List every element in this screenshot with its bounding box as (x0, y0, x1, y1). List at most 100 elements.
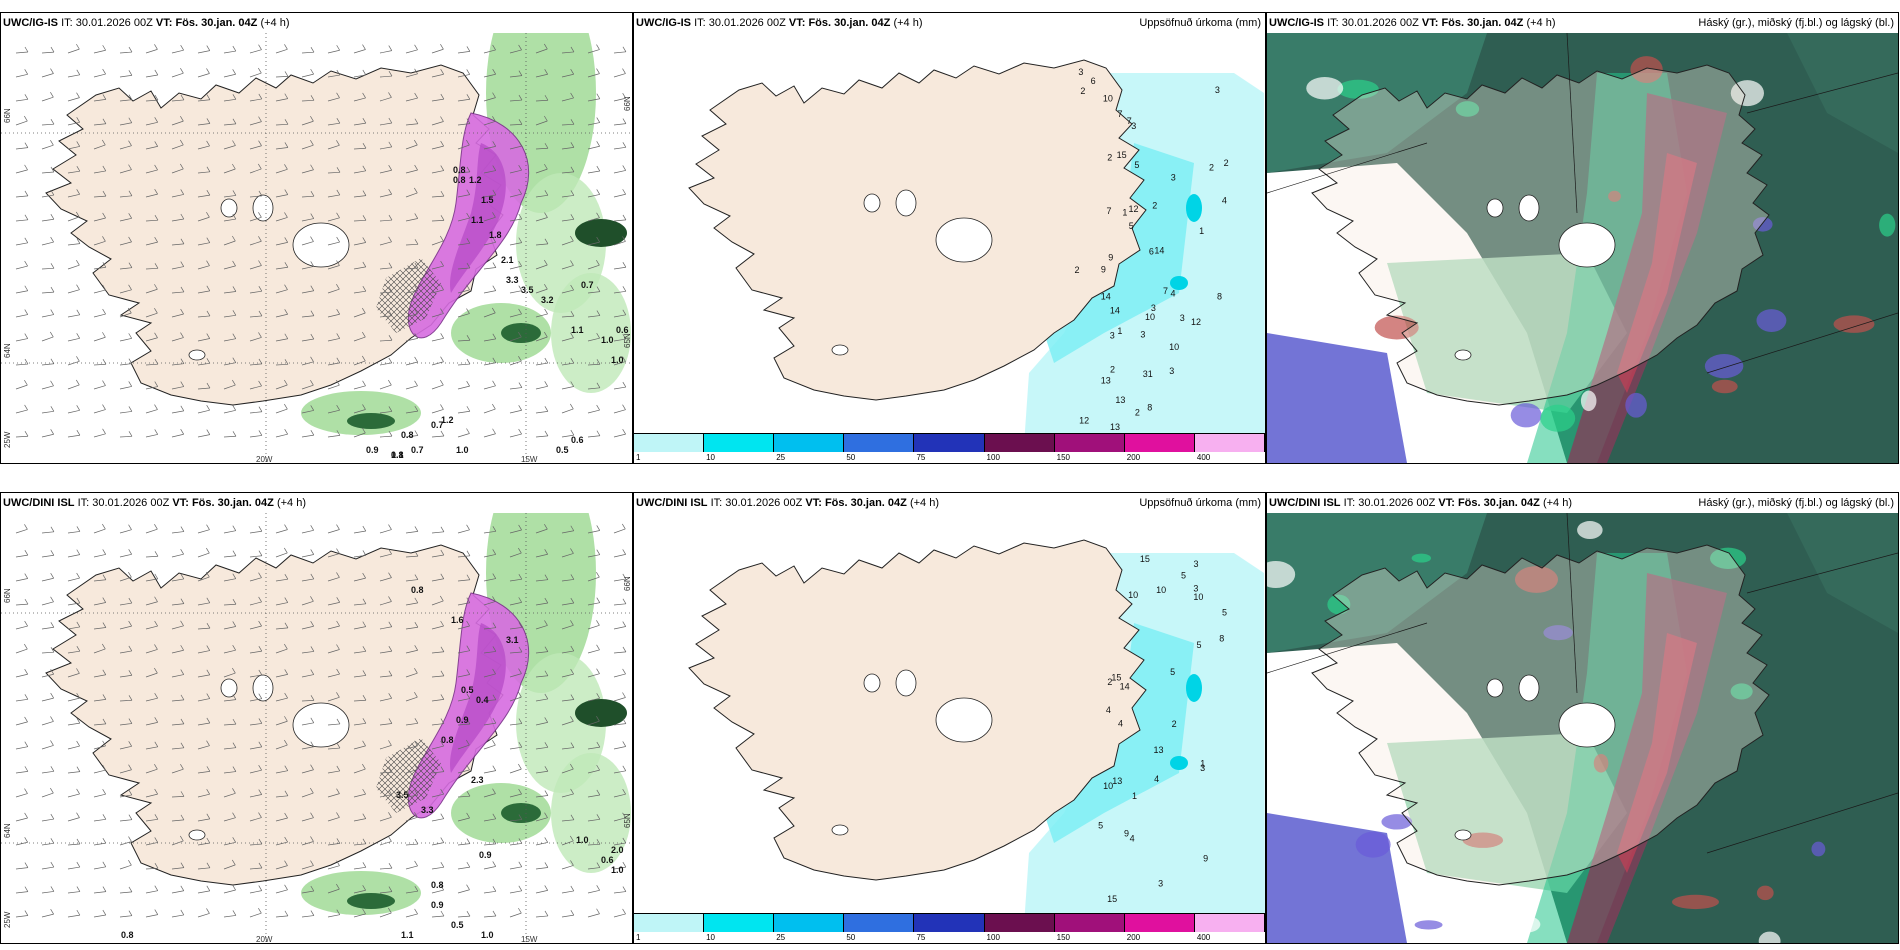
wind-barb-flag (310, 95, 315, 101)
wind-barb-shaft (613, 528, 626, 534)
wind-barb-shaft (587, 73, 600, 78)
wind-barb (431, 718, 445, 726)
wind-barb (587, 789, 601, 798)
wind-barb-flag (570, 260, 574, 266)
wind-barb-shaft (93, 723, 106, 726)
wind-barb (93, 764, 106, 774)
accum-value-label: 10 (1103, 781, 1113, 791)
wind-barb (353, 670, 367, 678)
cloud-map-svg (1267, 33, 1898, 463)
wind-barb-flag (284, 403, 288, 410)
wind-barb-flag (596, 310, 601, 316)
wind-barb (405, 118, 419, 126)
wind-barb-shaft (93, 144, 106, 150)
wind-barb (41, 263, 55, 270)
wind-barb-shaft (587, 697, 600, 702)
wind-barb (275, 429, 288, 438)
wind-barb (41, 573, 54, 582)
wind-barb (15, 309, 29, 318)
wind-barb-flag (622, 428, 626, 435)
wind-barb (535, 95, 549, 102)
wind-barb (171, 163, 184, 174)
wind-barb-flag (180, 44, 184, 51)
wind-barb-flag (206, 885, 211, 892)
wind-barb-flag (336, 45, 340, 51)
wind-barb-flag (206, 166, 211, 172)
wind-barb (119, 670, 133, 678)
wind-barb-flag (544, 885, 549, 891)
wind-barb (275, 262, 289, 270)
wind-barb-flag (336, 117, 341, 124)
accum-value-label: 3 (1171, 173, 1176, 183)
wind-barb-shaft (301, 529, 314, 534)
wind-barb (405, 718, 419, 726)
colorbar-tick-label: 400 (1196, 933, 1211, 942)
wind-barb (171, 115, 184, 126)
wind-barb-flag (310, 741, 315, 747)
wind-barb-shaft (587, 602, 600, 606)
region-boundary (1746, 72, 1898, 114)
wind-barb (275, 164, 288, 174)
wind-barb-shaft (509, 218, 522, 222)
wind-barb-shaft (483, 818, 496, 822)
wind-barb-shaft (405, 913, 418, 918)
wind-barb-flag (76, 405, 80, 411)
wind-barb-flag (180, 332, 184, 338)
wind-barb-shaft (41, 792, 54, 798)
wind-barb-flag (102, 814, 107, 820)
wind-barb-shaft (249, 601, 262, 606)
wind-barb (223, 766, 237, 774)
wind-barb (275, 812, 288, 822)
wind-barb (249, 163, 262, 174)
wind-barb (223, 788, 236, 798)
wind-barb (535, 620, 548, 630)
wind-barb-flag (232, 812, 236, 818)
wind-barb-shaft (483, 554, 496, 558)
wind-barb-flag (76, 909, 81, 916)
wind-barb-flag (492, 596, 496, 602)
wind-barb-flag (570, 142, 575, 148)
wind-barb (587, 236, 600, 246)
wind-barb (587, 839, 601, 846)
wind-barb (249, 718, 263, 726)
wind-barb-flag (622, 621, 627, 627)
wind-barb-flag (232, 405, 236, 411)
wind-barb-flag (596, 525, 601, 531)
wind-barb-flag (76, 646, 81, 652)
wind-barb-shaft (509, 124, 523, 126)
wind-barb-shaft (119, 122, 132, 126)
wind-barb-flag (76, 356, 80, 362)
wind-barb-flag (102, 764, 106, 771)
wind-barb-shaft (483, 267, 496, 270)
wind-barb-flag (388, 693, 392, 699)
wind-barb (145, 69, 159, 78)
wind-barb (93, 94, 107, 102)
wind-barb-flag (622, 861, 627, 868)
wind-barb-shaft (379, 771, 392, 774)
wind-barb-shaft (535, 217, 548, 222)
wind-barb-shaft (327, 888, 340, 894)
wind-barb-flag (50, 263, 55, 269)
wind-barb (509, 691, 522, 702)
wind-barb-shaft (457, 817, 470, 822)
wind-barb-flag (206, 669, 211, 676)
wind-barb (457, 406, 471, 414)
cloud-blob (1337, 79, 1379, 99)
wind-barb (197, 382, 211, 390)
wind-barb-flag (388, 621, 393, 627)
wind-barb-shaft (509, 912, 522, 918)
wind-barb-flag (154, 863, 159, 869)
wind-barb (587, 597, 601, 606)
wind-barb-shaft (119, 769, 132, 774)
wind-barb-shaft (327, 265, 340, 270)
wind-barb (483, 165, 497, 174)
wind-barb-flag (180, 238, 185, 245)
wind-barb (171, 261, 185, 270)
wind-barb-flag (336, 644, 340, 650)
precip-value-label: 1.1 (571, 325, 584, 335)
wind-barb-flag (492, 165, 497, 171)
wind-barb-shaft (119, 841, 132, 846)
wind-barb-flag (310, 836, 314, 842)
wind-barb (613, 356, 626, 366)
wind-barb-shaft (41, 721, 54, 726)
